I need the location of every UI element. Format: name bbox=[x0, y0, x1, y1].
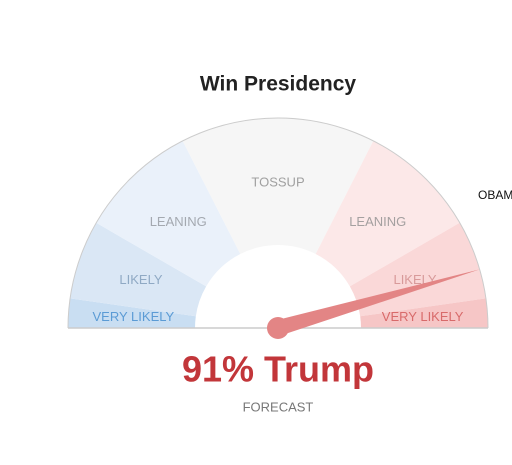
needle bbox=[275, 269, 480, 336]
zone-label: VERY LIKELY bbox=[382, 309, 464, 324]
chart-title: Win Presidency bbox=[200, 73, 357, 96]
gauge-zone bbox=[182, 117, 374, 255]
gauge-outline bbox=[67, 117, 489, 329]
gauge-zone bbox=[68, 298, 196, 328]
zone-label: LEANING bbox=[150, 214, 207, 229]
annotation: OBAM bbox=[478, 188, 512, 202]
zone-label: TOSSUP bbox=[251, 174, 304, 189]
value-label: 91% Trump bbox=[182, 349, 374, 390]
gauge-zone bbox=[349, 222, 486, 317]
zone-label: VERY LIKELY bbox=[93, 309, 175, 324]
gauge-zone bbox=[360, 298, 488, 328]
zone-label: LIKELY bbox=[119, 272, 162, 287]
gauge-zone bbox=[70, 222, 207, 317]
needle-hub bbox=[267, 317, 289, 339]
subtitle: FORECAST bbox=[243, 399, 314, 414]
zone-label: LEANING bbox=[349, 214, 406, 229]
